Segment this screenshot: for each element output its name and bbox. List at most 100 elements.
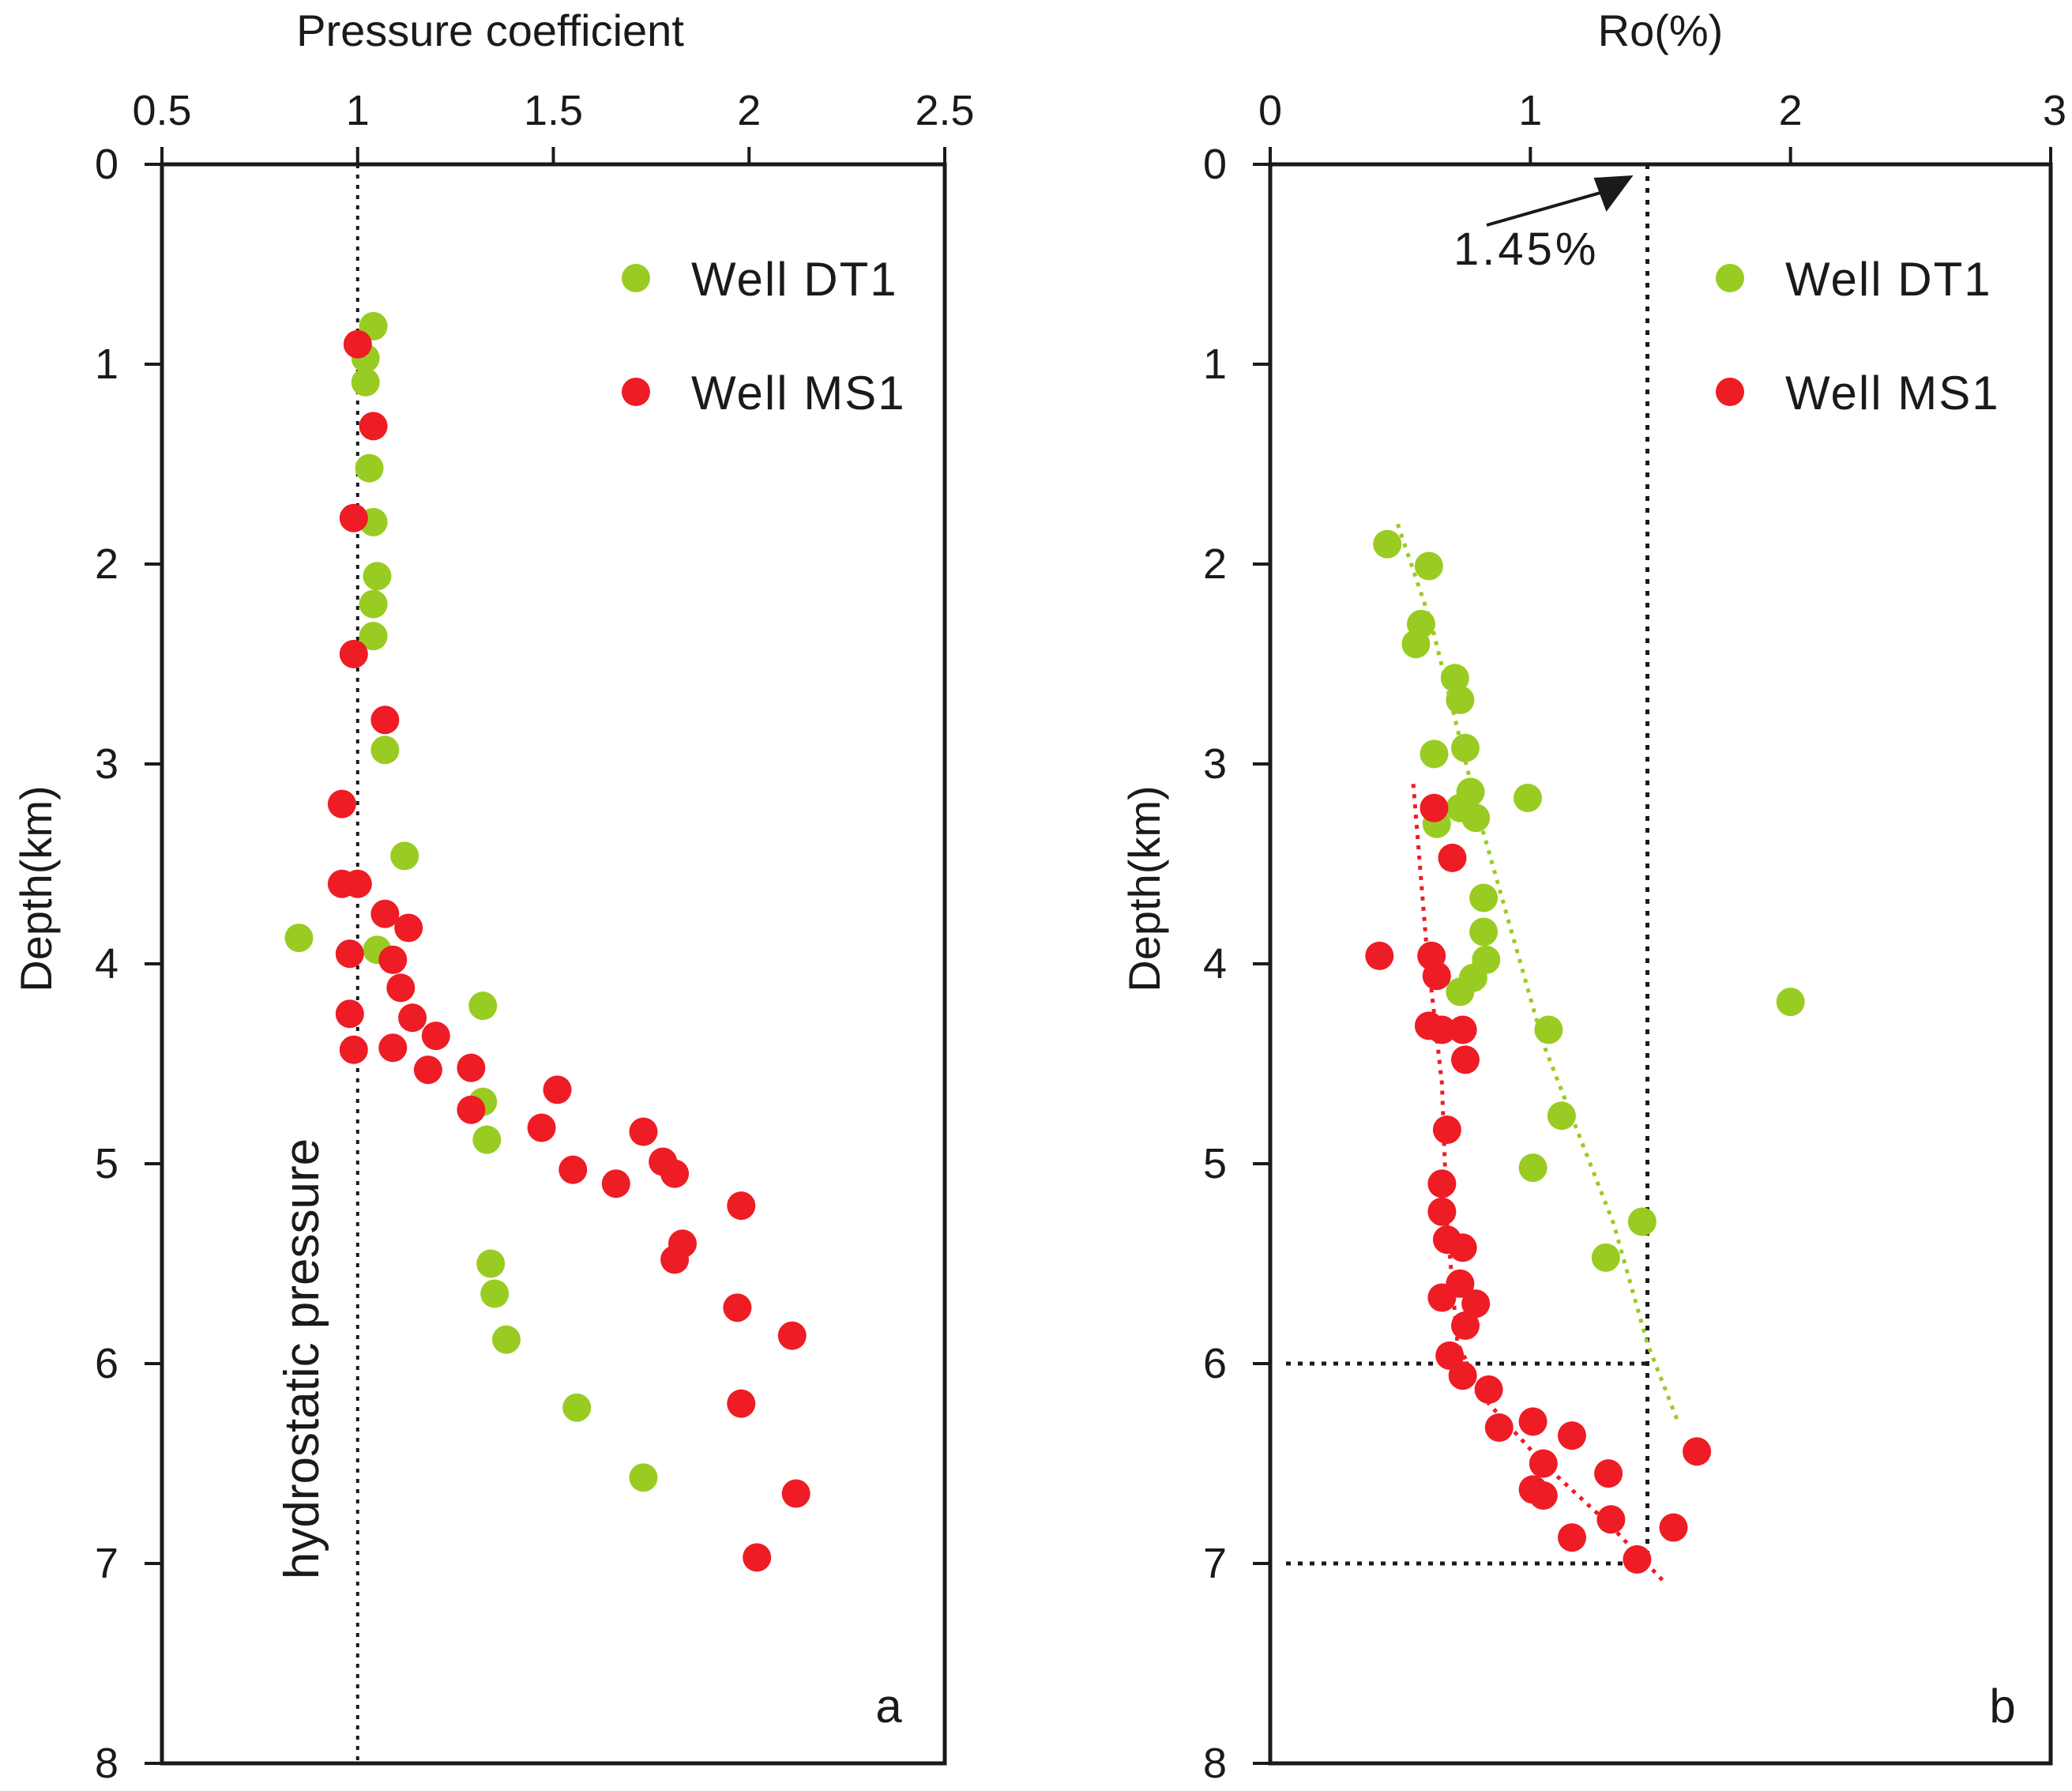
ms1-point (727, 1191, 756, 1221)
dt1-point (1534, 1015, 1563, 1044)
dt1-point (562, 1393, 592, 1422)
ms1-point (1448, 1361, 1477, 1390)
ms1-point (1427, 1169, 1457, 1198)
dt1-point (1446, 977, 1475, 1006)
x-tick-label: 2 (1779, 87, 1803, 134)
ms1-point (339, 639, 368, 668)
legend-marker (1716, 264, 1744, 292)
y-tick-label: 1 (1203, 341, 1227, 388)
ms1-point (723, 1293, 752, 1323)
annotation-arrowhead (1593, 175, 1634, 212)
ms1-point (601, 1169, 630, 1198)
ms1-point (777, 1321, 807, 1350)
x-tick-label: 1.5 (524, 87, 583, 134)
x-tick-label: 3 (2043, 87, 2066, 134)
dt1-point (359, 589, 388, 619)
legend-label: Well MS1 (691, 367, 906, 420)
annotation-label: 1.45% (1453, 224, 1599, 275)
y-axis-title: Depth(km) (1119, 785, 1169, 991)
ms1-point (1365, 941, 1394, 970)
y-tick-label: 4 (1203, 940, 1227, 988)
ms1-point (1432, 1116, 1461, 1144)
ms1-point (378, 1033, 408, 1063)
dt1-point (1440, 664, 1469, 693)
ms1-point (1451, 1311, 1480, 1340)
ms1-point (413, 1055, 442, 1085)
legend-label: Well DT1 (1785, 253, 1992, 306)
dt1-point (472, 1125, 502, 1154)
ms1-point (343, 329, 372, 359)
y-tick-label: 6 (1203, 1340, 1227, 1387)
dt1-point (476, 1249, 506, 1278)
ms1-point (359, 412, 388, 441)
dt1-point (492, 1325, 521, 1354)
y-tick-label: 0 (1203, 141, 1227, 188)
x-axis-title: Pressure coefficient (296, 6, 684, 55)
ms1-point (339, 503, 368, 532)
ms1-point (1422, 961, 1451, 991)
dt1-point (1451, 733, 1480, 762)
trend-line (1411, 784, 1668, 1586)
ms1-point (527, 1113, 556, 1142)
ms1-point (1558, 1523, 1586, 1552)
ms1-point (370, 705, 400, 735)
ms1-point (343, 869, 372, 898)
ms1-point (660, 1245, 690, 1274)
legend-label: Well MS1 (1785, 367, 2000, 420)
y-tick-label: 2 (1203, 540, 1227, 588)
dt1-point (1627, 1207, 1656, 1236)
x-tick-label: 1 (346, 87, 370, 134)
x-tick-label: 1 (1518, 87, 1542, 134)
ms1-point (327, 789, 356, 818)
legend-marker (622, 264, 650, 292)
dt1-point (363, 562, 392, 591)
ms1-point (558, 1155, 588, 1184)
ms1-point (457, 1053, 486, 1082)
y-tick-label: 3 (1203, 740, 1227, 788)
x-tick-label: 0.5 (132, 87, 191, 134)
ms1-point (1659, 1513, 1688, 1542)
ms1-point (629, 1117, 658, 1146)
x-tick-label: 0 (1258, 87, 1282, 134)
dt1-point (480, 1279, 510, 1308)
ms1-point (339, 1035, 368, 1064)
ms1-point (543, 1075, 572, 1104)
y-tick-label: 1 (95, 341, 118, 388)
dt1-point (284, 924, 314, 953)
x-axis-title: Ro(%) (1598, 6, 1724, 55)
dt1-point (629, 1463, 658, 1492)
y-tick-label: 7 (95, 1540, 118, 1587)
y-tick-label: 7 (1203, 1540, 1227, 1587)
ms1-point (386, 973, 416, 1003)
y-tick-label: 3 (95, 740, 118, 788)
ms1-point (394, 913, 423, 943)
dt1-point (1547, 1101, 1576, 1131)
legend-label: Well DT1 (691, 253, 898, 306)
ms1-point (1594, 1459, 1623, 1488)
dt1-point (355, 453, 384, 483)
dt1-point (1446, 686, 1475, 714)
dt1-point (1518, 1153, 1547, 1183)
ms1-point (781, 1479, 810, 1508)
hydrostatic-label: hydrostatic pressure (275, 1138, 329, 1579)
ms1-point (1427, 1283, 1457, 1312)
dt1-point (1469, 917, 1499, 946)
ms1-point (1623, 1545, 1652, 1574)
dt1-point (351, 367, 380, 397)
y-tick-label: 2 (95, 540, 118, 588)
ms1-point (457, 1095, 486, 1124)
y-tick-label: 0 (95, 141, 118, 188)
panel-letter: a (875, 1680, 902, 1733)
x-tick-label: 2 (737, 87, 761, 134)
dt1-point (390, 841, 419, 871)
panel-letter: b (1989, 1680, 2015, 1733)
ms1-point (1420, 793, 1449, 822)
ms1-point (1427, 1015, 1457, 1044)
y-axis-title: Depth(km) (11, 785, 61, 991)
legend-marker (1716, 378, 1744, 406)
ms1-point (335, 999, 364, 1029)
dt1-point (359, 622, 388, 651)
dt1-point (1514, 784, 1542, 812)
y-tick-label: 5 (1203, 1140, 1227, 1187)
